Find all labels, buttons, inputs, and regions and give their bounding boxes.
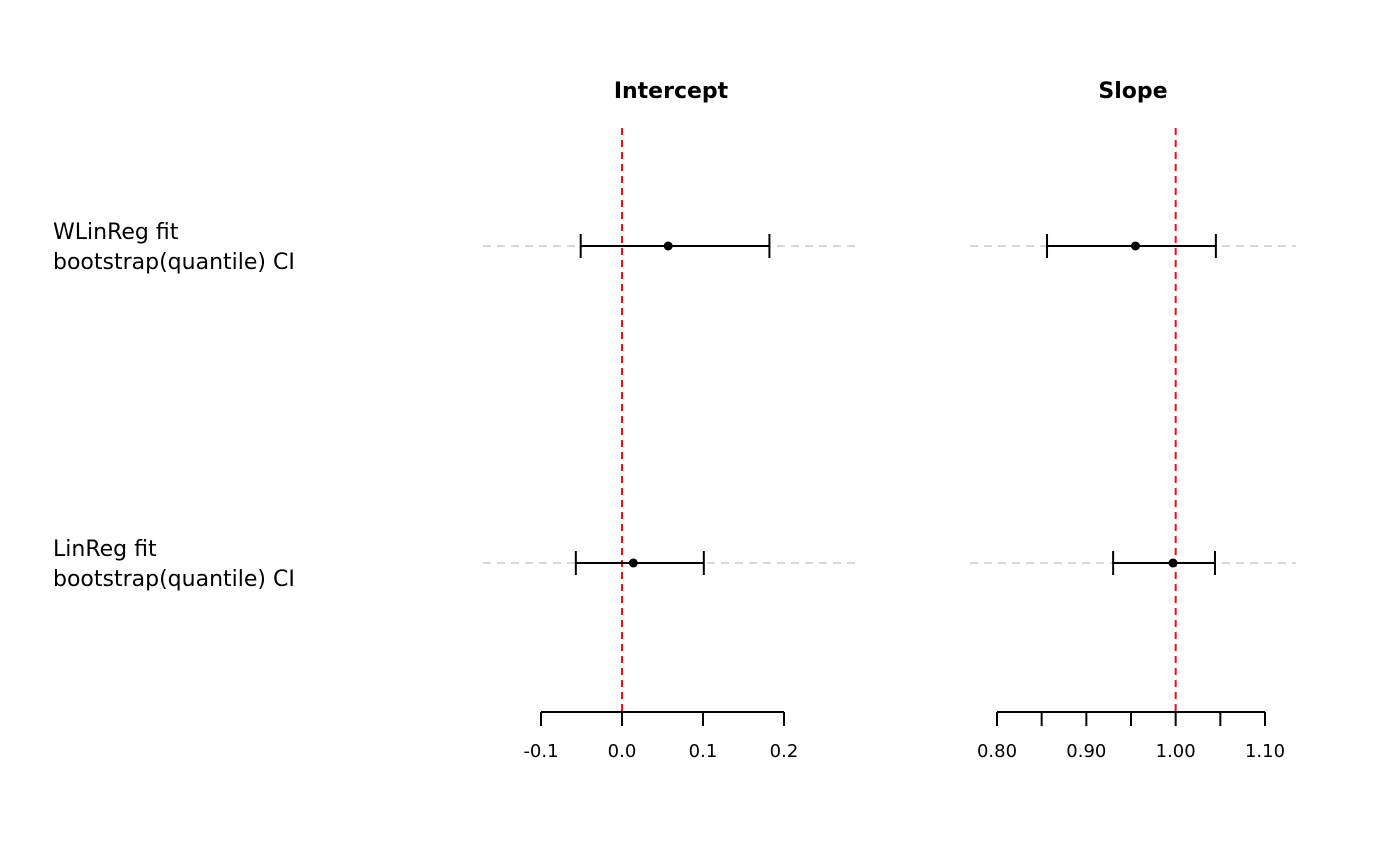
panels: Intercept -0.1 0.0 0.1 0.2 Slope 0.80 0.90 1.00 1… bbox=[483, 79, 1296, 762]
point-estimate bbox=[1168, 558, 1178, 568]
panel-slope: Slope 0.80 0.90 1.00 1.10 bbox=[970, 79, 1296, 762]
row-labels: WLinReg fit bootstrap(quantile) CILinReg … bbox=[53, 220, 295, 592]
row-label-line: bootstrap(quantile) CI bbox=[53, 567, 295, 592]
row-label: LinReg fit bootstrap(quantile) CI bbox=[53, 537, 295, 592]
x-tick-label: -0.1 bbox=[523, 741, 558, 762]
x-tick-label: 0.80 bbox=[977, 741, 1017, 762]
point-estimate bbox=[663, 241, 673, 251]
x-tick-label: 0.2 bbox=[770, 741, 799, 762]
x-tick-label: 0.0 bbox=[608, 741, 637, 762]
x-tick-label: 0.90 bbox=[1066, 741, 1106, 762]
panel-title: Slope bbox=[1098, 79, 1167, 104]
panel-title: Intercept bbox=[614, 79, 729, 104]
row-label-line: LinReg fit bbox=[53, 537, 157, 562]
row-label-line: WLinReg fit bbox=[53, 220, 179, 245]
row-label-line: bootstrap(quantile) CI bbox=[53, 250, 295, 275]
x-tick-label: 0.1 bbox=[689, 741, 718, 762]
point-estimate bbox=[1130, 241, 1140, 251]
x-tick-label: 1.00 bbox=[1156, 741, 1196, 762]
point-estimate bbox=[628, 558, 638, 568]
panel-intercept: Intercept -0.1 0.0 0.1 0.2 bbox=[483, 79, 861, 762]
row-label: WLinReg fit bootstrap(quantile) CI bbox=[53, 220, 295, 275]
x-tick-label: 1.10 bbox=[1245, 741, 1285, 762]
